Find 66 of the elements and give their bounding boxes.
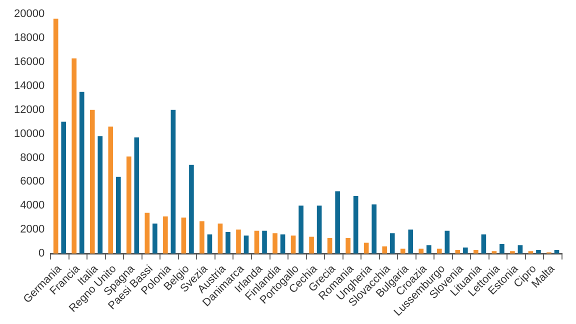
bar [108,126,114,254]
bar [200,221,204,254]
bar [528,251,534,254]
bar [116,176,121,254]
bar [474,250,478,254]
bar [444,230,450,254]
bar [327,238,332,254]
bar [226,232,230,254]
bar [455,250,460,254]
bar [400,248,406,254]
bar [254,230,260,254]
bar [372,204,377,254]
bar [181,218,186,254]
bar [90,110,95,254]
y-tick-label: 12000 [14,104,45,116]
bar [436,248,442,254]
bar [170,110,176,254]
bar [353,196,358,254]
bar [426,245,432,254]
bar [554,250,560,254]
bar [346,238,350,254]
bar [61,122,66,254]
bar [290,236,296,254]
y-tick-label: 2000 [20,224,45,236]
y-tick-label: 8000 [20,152,45,164]
bar [390,233,395,254]
y-tick-label: 16000 [14,56,45,68]
bar [207,234,212,254]
bar [518,245,523,254]
y-tick-label: 4000 [20,200,45,212]
bar [500,244,504,254]
bar [98,136,103,254]
y-tick-label: 20000 [14,8,45,20]
bar [272,233,278,254]
bar [335,191,340,254]
bar [126,156,132,254]
bar [280,234,286,254]
bar [189,164,194,254]
bar [408,230,414,254]
bar [144,212,150,254]
bar [298,206,304,254]
bar [72,58,77,254]
bar [463,248,468,254]
y-tick-label: 14000 [14,80,45,92]
bar [536,250,541,254]
bar [236,230,241,254]
bar [481,234,486,254]
bar [53,18,58,254]
bar [492,251,497,254]
bar [218,224,223,254]
bar [316,206,322,254]
y-tick-label: 10000 [14,128,45,140]
bar [510,251,515,254]
bar [309,236,314,254]
y-tick-label: 18000 [14,32,45,44]
y-tick-label: 0 [38,248,45,260]
bar [418,248,424,254]
bar [262,230,267,254]
y-tick-label: 6000 [20,176,45,188]
bar [163,216,168,254]
bar [134,137,140,254]
bar [79,92,84,254]
bar [364,242,369,254]
bar [244,236,249,254]
bar [382,246,388,254]
bar [152,224,158,254]
